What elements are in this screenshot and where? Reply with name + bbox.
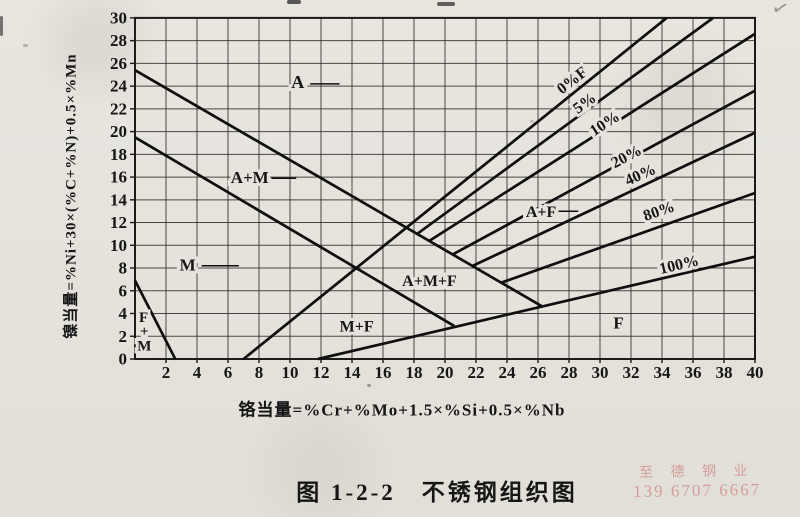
y-tick-label: 20 xyxy=(110,122,127,141)
y-axis-title: 镍当量=%Ni+30×(%C+%N)+0.5×%Mn xyxy=(63,53,80,339)
ferrite-percent-label: 80% xyxy=(641,198,677,224)
x-tick-label: 28 xyxy=(561,363,578,382)
schaeffler-diagram: 2 4 6 8 10 12 14 16 18 20 22 24 26 28 30 32 34 36 38 400246… xyxy=(110,8,764,382)
y-tick-label: 22 xyxy=(110,99,127,118)
x-tick-label: 16 xyxy=(375,363,392,382)
x-tick-label: 22 xyxy=(468,363,485,382)
scan-speckle xyxy=(23,44,28,47)
boundary-line xyxy=(428,32,756,242)
x-tick-label: 30 xyxy=(592,363,609,382)
x-tick-label: 20 xyxy=(437,363,454,382)
boundary-line xyxy=(134,136,455,328)
x-tick-label: 2 xyxy=(162,363,171,382)
x-tick-label: 24 xyxy=(499,363,517,382)
region-label: M xyxy=(137,339,151,355)
y-tick-label: 6 xyxy=(119,281,128,300)
scan-speckle xyxy=(437,2,455,6)
x-tick-label: 36 xyxy=(685,363,702,382)
scan-speckle xyxy=(287,0,301,4)
y-tick-label: 16 xyxy=(110,168,127,187)
watermark: 至 德 钢 业 139 6707 6667 xyxy=(633,464,762,502)
ferrite-percent-label: 10% xyxy=(587,108,623,140)
scan-speckle xyxy=(0,16,3,36)
boundary-line xyxy=(134,69,544,308)
region-label: F xyxy=(139,310,148,326)
x-tick-label: 18 xyxy=(406,363,423,382)
y-tick-label: 0 xyxy=(119,350,128,369)
region-label: A+M+F xyxy=(402,273,457,290)
scan-speckle xyxy=(530,120,534,123)
figure-caption: 图 1-2-2 不锈钢组织图 xyxy=(296,480,578,505)
region-label: A+M xyxy=(231,168,269,187)
region-label: A+F xyxy=(526,204,557,221)
x-tick-label: 38 xyxy=(716,363,733,382)
y-tick-label: 2 xyxy=(119,327,128,346)
boundary-line xyxy=(472,131,756,267)
region-label: A xyxy=(291,72,304,92)
y-tick-label: 18 xyxy=(110,145,127,164)
x-tick-label: 34 xyxy=(654,363,672,382)
region-label: F xyxy=(613,314,623,333)
y-tick-label: 24 xyxy=(110,77,128,96)
x-tick-label: 40 xyxy=(747,363,764,382)
x-axis-title: 铬当量=%Cr+%Mo+1.5×%Si+0.5×%Nb xyxy=(238,400,566,420)
x-tick-label: 32 xyxy=(623,363,640,382)
region-label: + xyxy=(140,324,149,340)
y-tick-label: 8 xyxy=(119,259,128,278)
y-tick-label: 30 xyxy=(110,8,127,27)
boundary-line xyxy=(133,279,177,360)
y-tick-label: 12 xyxy=(110,213,127,232)
y-tick-label: 26 xyxy=(110,54,127,73)
boundary-line xyxy=(500,191,756,285)
y-tick-label: 4 xyxy=(119,304,128,323)
region-label: M xyxy=(180,256,196,275)
x-tick-label: 12 xyxy=(313,363,330,382)
region-label: M+F xyxy=(340,319,374,336)
scan-speckle xyxy=(367,384,371,387)
boundary-line xyxy=(416,16,714,236)
x-tick-label: 4 xyxy=(193,363,202,382)
x-tick-label: 10 xyxy=(282,363,299,382)
x-tick-label: 6 xyxy=(224,363,233,382)
y-tick-label: 14 xyxy=(110,190,128,209)
watermark-phone: 139 6707 6667 xyxy=(632,479,762,502)
x-tick-label: 8 xyxy=(255,363,264,382)
x-tick-label: 26 xyxy=(530,363,547,382)
x-tick-label: 14 xyxy=(344,363,362,382)
boundary-line xyxy=(452,89,756,256)
boundary-line xyxy=(242,16,668,361)
boundary-line xyxy=(317,255,756,361)
y-tick-label: 10 xyxy=(110,236,127,255)
y-tick-label: 28 xyxy=(110,31,127,50)
